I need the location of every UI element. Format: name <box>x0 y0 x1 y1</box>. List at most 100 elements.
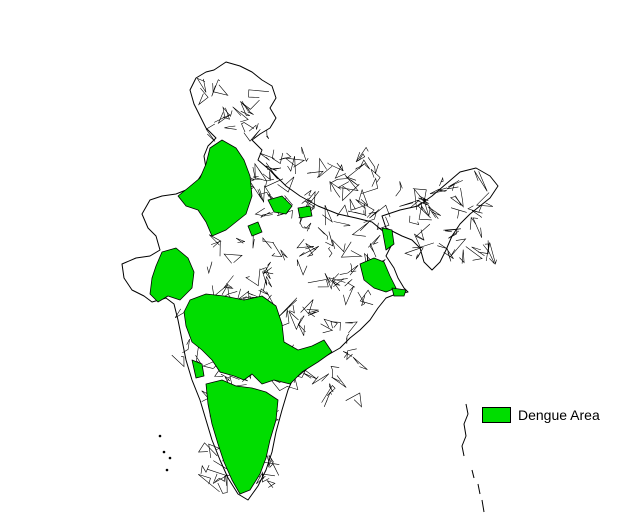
district-line-62 <box>350 263 357 273</box>
district-line-61 <box>363 211 377 223</box>
district-line-90 <box>223 253 243 264</box>
district-line-130 <box>376 216 390 230</box>
district-line-129 <box>265 178 284 188</box>
district-line-2 <box>198 88 209 106</box>
district-line-285 <box>450 238 467 258</box>
district-line-163 <box>306 309 319 318</box>
andaman-islands <box>461 403 485 513</box>
district-line-134 <box>277 176 295 193</box>
district-line-33 <box>299 245 320 257</box>
district-line-259 <box>404 247 423 257</box>
district-line-26 <box>325 231 334 247</box>
district-line-166 <box>297 323 306 336</box>
district-line-101 <box>271 149 284 164</box>
district-line-212 <box>269 460 280 476</box>
district-line-151 <box>323 318 338 328</box>
district-line-266 <box>413 233 434 248</box>
district-line-268 <box>415 223 431 241</box>
district-line-117 <box>337 174 359 192</box>
district-line-189 <box>307 310 320 316</box>
district-line-72 <box>351 221 370 237</box>
district-line-32 <box>359 159 371 170</box>
district-line-106 <box>296 238 314 250</box>
district-line-205 <box>303 368 317 380</box>
district-line-120 <box>345 176 359 186</box>
district-line-82 <box>208 234 222 246</box>
district-line-99 <box>252 169 268 182</box>
district-line-147 <box>330 366 340 378</box>
district-line-91 <box>296 259 308 276</box>
district-line-256 <box>409 215 420 226</box>
district-line-123 <box>304 190 312 196</box>
district-line-29 <box>271 242 283 258</box>
district-line-203 <box>342 351 353 358</box>
district-line-251 <box>469 216 476 230</box>
dengue-region-4 <box>247 221 263 237</box>
district-line-17 <box>266 130 270 139</box>
district-line-207 <box>171 354 185 368</box>
district-line-49 <box>307 279 329 288</box>
district-line-273 <box>478 243 490 254</box>
district-line-269 <box>439 176 444 187</box>
district-line-5 <box>224 125 237 130</box>
district-line-68 <box>344 279 356 288</box>
district-line-21 <box>330 178 348 190</box>
district-line-284 <box>448 180 463 188</box>
district-line-204 <box>182 338 190 354</box>
district-line-278 <box>471 246 485 256</box>
district-line-107 <box>340 241 363 258</box>
dengue-region-7 <box>205 379 279 495</box>
district-line-1 <box>240 103 251 116</box>
district-line-37 <box>322 204 333 226</box>
district-line-7 <box>248 89 269 98</box>
district-line-283 <box>448 228 460 239</box>
district-line-48 <box>301 197 315 207</box>
district-line-275 <box>429 188 448 195</box>
dengue-region-2 <box>267 195 293 215</box>
district-line-279 <box>471 210 483 218</box>
district-line-108 <box>263 275 273 292</box>
district-line-109 <box>307 170 324 178</box>
district-line-71 <box>334 164 346 179</box>
district-line-86 <box>329 181 341 198</box>
district-line-97 <box>260 267 271 280</box>
district-line-170 <box>237 290 250 301</box>
district-line-45 <box>361 177 379 194</box>
district-line-146 <box>321 385 336 403</box>
district-line-232 <box>208 443 221 458</box>
district-line-188 <box>311 373 330 385</box>
district-line-263 <box>395 181 403 197</box>
district-line-85 <box>245 268 261 287</box>
district-line-103 <box>343 286 354 306</box>
northeast-outline <box>381 167 499 271</box>
district-line-11 <box>222 106 233 118</box>
district-line-234 <box>266 480 276 488</box>
district-line-89 <box>370 168 381 183</box>
district-line-23 <box>280 249 288 261</box>
district-line-18 <box>211 79 220 97</box>
district-line-158 <box>345 392 362 408</box>
district-line-3 <box>205 123 216 142</box>
district-line-255 <box>438 187 448 192</box>
district-line-73 <box>304 222 312 232</box>
district-line-9 <box>212 83 229 96</box>
district-line-53 <box>347 162 366 178</box>
district-line-201 <box>229 375 247 387</box>
dengue-region-1 <box>177 139 253 237</box>
district-line-128 <box>328 247 333 258</box>
district-line-218 <box>207 468 228 484</box>
district-line-162 <box>298 315 305 326</box>
district-line-254 <box>399 199 420 209</box>
district-line-6 <box>248 123 259 132</box>
district-line-22 <box>355 153 366 163</box>
district-line-39 <box>317 227 328 240</box>
district-line-114 <box>259 152 275 161</box>
district-line-51 <box>355 146 369 163</box>
district-line-280 <box>412 188 427 204</box>
district-line-77 <box>363 203 367 217</box>
dengue-region-9 <box>381 227 395 251</box>
district-line-132 <box>263 261 272 275</box>
district-line-70 <box>347 210 365 216</box>
district-line-59 <box>262 171 271 181</box>
